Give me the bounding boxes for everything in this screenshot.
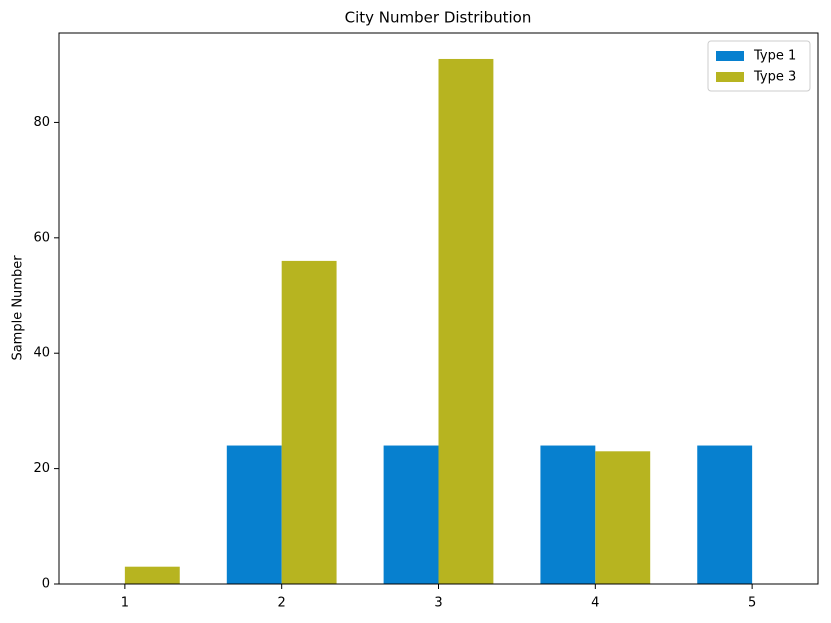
legend-swatch	[716, 51, 744, 61]
bar	[438, 58, 494, 584]
bar	[226, 445, 282, 584]
x-tick-label: 1	[121, 596, 129, 611]
legend-label: Type 1	[753, 49, 796, 64]
x-tick-label: 4	[591, 596, 599, 611]
bar	[540, 445, 596, 584]
x-tick-label: 2	[278, 596, 286, 611]
y-tick-label: 40	[33, 346, 50, 361]
y-axis-label: Sample Number	[11, 255, 26, 361]
plot-frame	[58, 32, 819, 585]
legend-label: Type 3	[753, 70, 796, 85]
x-tick-label: 3	[434, 596, 442, 611]
bar	[595, 451, 651, 584]
bar	[281, 260, 337, 584]
y-tick-label: 80	[33, 115, 50, 130]
legend-swatch	[716, 72, 744, 82]
chart-title: City Number Distribution	[345, 9, 532, 27]
bar	[383, 445, 439, 584]
bar	[124, 566, 180, 584]
y-tick-label: 0	[42, 577, 50, 592]
y-tick-label: 60	[33, 230, 50, 245]
x-tick-label: 5	[748, 596, 756, 611]
y-tick-label: 20	[33, 461, 50, 476]
bar	[697, 445, 753, 584]
